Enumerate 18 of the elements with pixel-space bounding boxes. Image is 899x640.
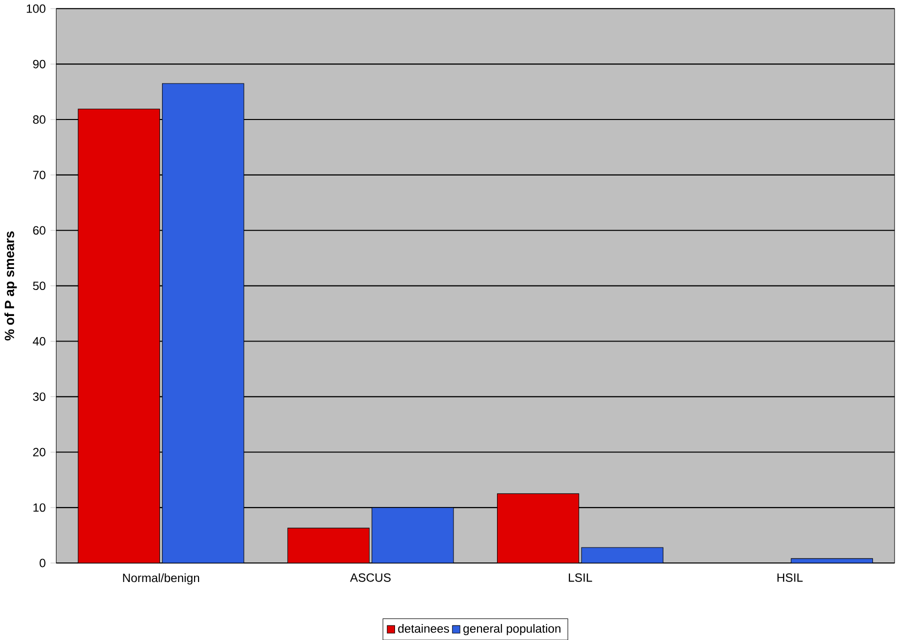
y-tick-label: 30: [33, 392, 46, 401]
y-tick-label: 20: [33, 448, 46, 456]
x-tick-label: ASCUS: [350, 573, 391, 582]
y-axis-title: % of P ap smears: [4, 231, 17, 340]
x-tick-label: HSIL: [777, 573, 803, 582]
y-tick-label: 100: [26, 4, 46, 13]
y-tick-label: 60: [33, 226, 46, 235]
x-tick-label: Normal/benign: [123, 573, 200, 584]
y-tick-label: 70: [33, 170, 46, 180]
y-tick-label: 0: [40, 558, 46, 568]
legend-label: detainees: [398, 624, 450, 633]
y-tick-label: 10: [33, 503, 46, 512]
y-tick-label: 50: [33, 281, 46, 290]
legend-label: general population: [463, 624, 560, 636]
y-tick-label: 80: [33, 115, 46, 124]
y-tick-label: 90: [33, 60, 46, 68]
y-tick-label: 40: [32, 336, 46, 346]
x-tick-label: LSIL: [568, 573, 592, 582]
